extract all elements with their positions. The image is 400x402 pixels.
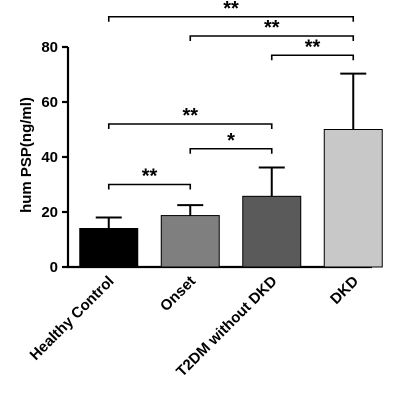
- category-label: Healthy Control: [27, 273, 118, 364]
- bar-3: [323, 129, 383, 268]
- significance-bracket: [107, 123, 273, 129]
- significance-label: **: [305, 36, 321, 58]
- y-tick-label: 60: [41, 94, 58, 111]
- significance-label: *: [227, 130, 235, 152]
- bar-0: [79, 228, 139, 268]
- significance-bracket: [270, 54, 355, 61]
- significance-brackets: ***********: [107, 0, 355, 190]
- significance-label: **: [223, 0, 239, 20]
- y-tick-label: 40: [41, 149, 58, 166]
- significance-bracket: [189, 147, 273, 154]
- significance-label: **: [264, 17, 280, 39]
- significance-label: **: [142, 166, 158, 188]
- y-tick-label: 80: [41, 39, 58, 56]
- bar-1: [160, 215, 220, 268]
- significance-bracket: [107, 183, 192, 190]
- bar-2: [242, 195, 302, 268]
- significance-label: **: [182, 105, 198, 127]
- significance-bracket: [107, 15, 355, 22]
- y-axis-title: hum PSP(ng/ml): [18, 97, 35, 213]
- y-tick-label: 0: [50, 259, 58, 276]
- bars: [79, 129, 383, 268]
- category-label: DKD: [327, 273, 362, 308]
- y-tick-label: 20: [41, 204, 58, 221]
- category-label: Onset: [157, 273, 199, 315]
- error-bars: [95, 72, 367, 229]
- significance-bracket: [189, 35, 355, 41]
